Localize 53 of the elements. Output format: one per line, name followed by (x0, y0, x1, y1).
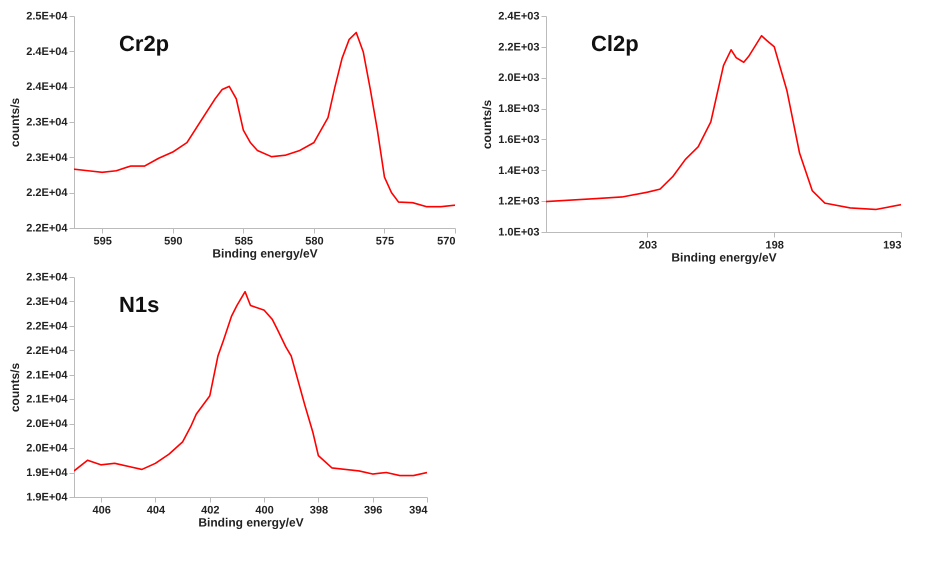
text: Cr2p (119, 31, 170, 56)
y-tick-label: 1.8E+03 (498, 103, 540, 116)
x-tick-label: 394 (409, 504, 428, 516)
y-tick-label: 1.9E+04 (26, 467, 68, 480)
y-tick-label: 1.9E+04 (26, 492, 68, 504)
text: N1s (119, 292, 160, 317)
text: Cl2p (591, 31, 639, 56)
line-series (74, 32, 455, 208)
y-tick-label: 1.6E+03 (498, 134, 540, 146)
y-axis-title: counts/s (8, 98, 22, 148)
x-tick-label: 396 (364, 504, 382, 516)
y-tick-label: 2.4E+04 (26, 81, 68, 94)
y-tick-label: 2.0E+04 (26, 418, 68, 430)
y-tick-label: 2.1E+04 (26, 369, 68, 382)
y-tick-label: 2.5E+04 (26, 10, 68, 22)
x-tick-label: 404 (146, 504, 166, 516)
y-tick-label: 2.4E+03 (498, 10, 540, 22)
x-tick-label: 400 (255, 504, 274, 516)
y-tick-label: 2.2E+04 (26, 187, 68, 200)
y-tick-label: 2.2E+04 (26, 344, 68, 357)
line-series (546, 34, 901, 210)
y-tick-label: 2.4E+04 (26, 46, 68, 58)
x-tick-label: 193 (883, 240, 902, 252)
x-tick-label: 570 (437, 236, 456, 248)
y-tick-label: 2.3E+04 (26, 152, 68, 164)
y-tick-label: 2.3E+04 (26, 296, 68, 308)
y-tick-label: 2.1E+04 (26, 394, 68, 406)
y-axis-title: counts/s (8, 362, 22, 412)
y-tick-label: 2.3E+04 (26, 116, 68, 128)
x-axis-title: Binding energy/eV (671, 250, 777, 264)
x-axis-title: Binding energy/eV (212, 246, 318, 260)
x-tick-label: 398 (310, 504, 328, 516)
x-tick-label: 402 (201, 504, 220, 516)
y-tick-label: 2.2E+04 (26, 320, 68, 332)
x-tick-label: 595 (94, 236, 112, 248)
y-tick-label: 1.2E+03 (498, 196, 540, 208)
x-tick-label: 198 (766, 240, 784, 252)
x-tick-label: 406 (92, 504, 111, 516)
y-tick-label: 2.3E+04 (26, 272, 68, 284)
x-axis-title: Binding energy/eV (198, 516, 304, 530)
y-axis-title: counts/s (480, 100, 494, 150)
x-tick-label: 575 (376, 236, 394, 248)
y-tick-label: 2.2E+03 (498, 41, 540, 54)
y-tick-label: 2.0E+03 (498, 72, 540, 84)
line-series (74, 290, 427, 476)
x-tick-label: 203 (638, 240, 658, 252)
y-tick-label: 1.0E+03 (498, 226, 540, 238)
y-tick-label: 2.0E+04 (26, 442, 68, 455)
x-tick-label: 580 (305, 236, 324, 248)
y-tick-label: 2.2E+04 (26, 222, 68, 234)
x-tick-label: 590 (164, 236, 182, 248)
y-tick-label: 1.4E+03 (498, 164, 540, 177)
x-tick-label: 585 (234, 236, 254, 248)
